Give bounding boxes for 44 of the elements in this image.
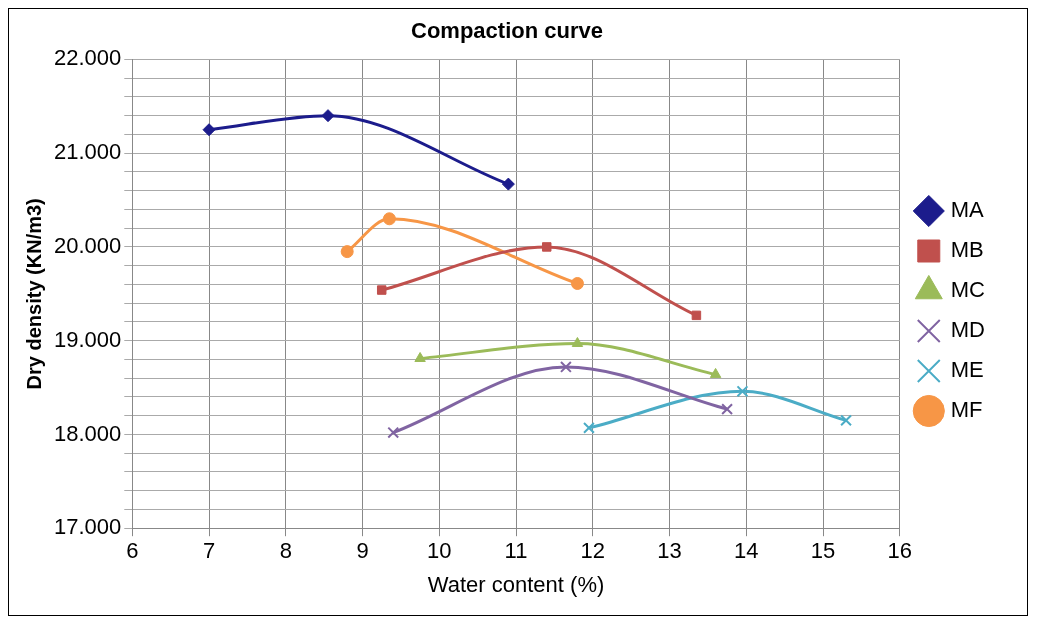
y-axis-title: Dry density (KN/m3): [22, 198, 45, 390]
chart-title: Compaction curve: [411, 18, 603, 44]
x-axis-title: Water content (%): [427, 571, 605, 597]
x-tick-label: 15: [810, 538, 836, 564]
x-tick-label: 7: [202, 538, 216, 564]
point: [202, 123, 216, 137]
point: [559, 360, 572, 373]
y-tick-label: 20.000: [53, 232, 122, 258]
x-tick-label: 16: [887, 538, 913, 564]
x-tick-label: 6: [126, 538, 139, 564]
point: [387, 426, 400, 439]
point: [340, 245, 354, 259]
legend-label: MF: [950, 397, 983, 423]
x-tick-label: 11: [504, 538, 528, 564]
x-tick-label: 8: [279, 538, 292, 564]
point: [736, 385, 749, 398]
point: [840, 414, 853, 427]
point: [382, 212, 396, 226]
point: [721, 403, 734, 416]
x-tick-label: 12: [580, 538, 606, 564]
point: [570, 276, 584, 290]
point: [583, 421, 595, 434]
point: [709, 367, 722, 378]
y-tick-label: 18.000: [53, 420, 122, 446]
y-tick-label: 21.000: [53, 139, 122, 165]
point: [414, 351, 426, 362]
point: [691, 310, 702, 321]
point: [571, 336, 584, 347]
y-tick-label: 22.000: [53, 45, 122, 71]
point: [501, 177, 515, 191]
y-tick-label: 17.000: [53, 514, 122, 540]
legend-label: MC: [950, 277, 986, 303]
legend-label: MD: [950, 317, 985, 343]
x-tick-label: 13: [657, 538, 682, 564]
point: [542, 242, 552, 252]
x-tick-label: 10: [427, 538, 452, 564]
legend-label: MA: [950, 197, 985, 223]
point: [321, 109, 335, 123]
x-tick-label: 9: [356, 538, 369, 564]
legend-label: MB: [950, 237, 984, 263]
x-tick-label: 14: [734, 538, 759, 564]
legend-label: ME: [950, 357, 984, 383]
point: [376, 285, 387, 295]
y-tick-label: 19.000: [53, 326, 122, 352]
